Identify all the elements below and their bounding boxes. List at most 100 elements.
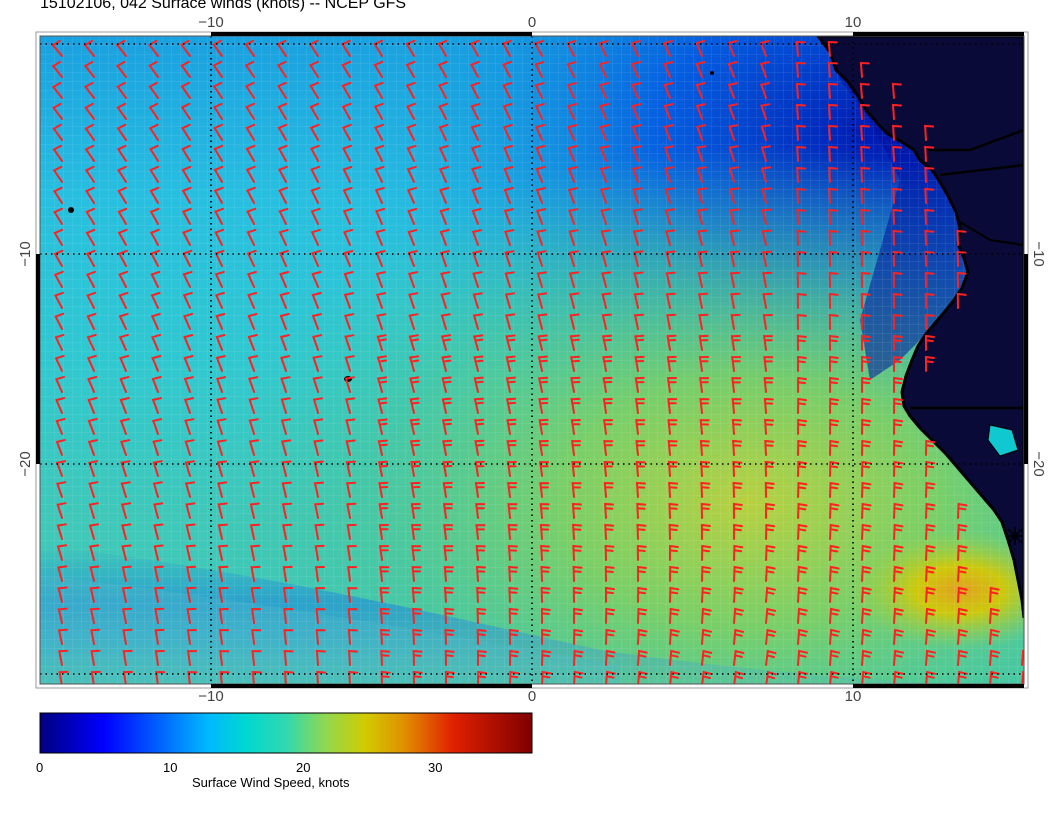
wind-barb [732,460,743,477]
wind-barb [535,123,546,141]
wind-barb [89,607,100,624]
lon-tick-top: −10 [198,14,223,31]
wind-barb [475,503,486,519]
wind-barb [212,60,223,78]
wind-barb [637,628,648,645]
wind-barb [185,502,196,519]
wind-barb [378,502,389,519]
wind-barb [637,586,648,603]
wind-barb [151,333,162,351]
wind-barb [181,186,192,204]
wind-barb [604,523,615,540]
wind-barb [153,586,165,603]
wind-barb [572,565,583,582]
wind-barb [669,544,679,561]
wind-barb [924,334,935,351]
wind-barb [633,313,645,330]
wind-barb [405,39,416,57]
wind-barb [797,460,808,477]
wind-barb [412,670,423,684]
wind-barb [89,586,100,603]
wind-barb [412,649,423,666]
wind-barb [602,355,613,372]
wind-barb [278,249,289,267]
wind-barb [185,565,197,582]
wind-barb [796,208,807,225]
wind-barb [507,482,518,498]
wind-barb [52,165,63,183]
wind-barb [150,312,161,330]
wind-barb [666,377,677,393]
wind-barb [925,523,936,540]
wind-barb [729,250,740,267]
wind-barb [216,397,227,414]
wind-barb [828,145,839,162]
wind-barb [602,398,613,414]
wind-barb [697,250,708,267]
wind-barb [502,60,513,78]
wind-barb [180,39,191,57]
wind-barb [669,649,680,666]
wind-barb [571,461,582,477]
wind-barb [601,271,612,288]
wind-barb [84,102,95,120]
wind-barb [310,165,321,183]
wind-barb [445,670,455,684]
wind-barb [154,628,165,645]
wind-barb [376,355,388,372]
wind-barb [409,418,420,435]
wind-barb [568,208,579,225]
wind-barb [797,418,808,435]
wind-barb [989,586,1000,603]
wind-barb [829,544,840,561]
wind-barb [345,481,357,498]
wind-barb [924,124,935,141]
wind-barb [859,82,870,99]
wind-barb [504,229,515,246]
wind-barb [411,586,422,603]
wind-barb [280,376,291,393]
wind-barb [731,356,742,372]
wind-barb [184,460,195,477]
wind-barb [406,186,417,204]
wind-barb [183,334,194,351]
wind-barb [731,418,742,435]
wind-barb [117,249,128,267]
wind-barb [250,565,261,582]
wind-barb [893,628,904,645]
wind-barb [471,229,482,246]
wind-barb [698,334,709,351]
wind-barb [406,165,417,183]
wind-barb [859,61,870,78]
wind-barb [374,123,384,141]
wind-barb [248,376,259,393]
wind-barb [379,607,390,624]
wind-barb [151,418,163,435]
wind-barb [154,650,165,666]
wind-barb [569,292,580,309]
wind-barb [760,166,772,183]
wind-barb [764,439,775,456]
wind-barb [119,397,130,414]
wind-barb [247,334,258,351]
wind-barb [600,208,611,225]
lat-tick-right: −10 [1030,241,1047,266]
wind-barb [214,228,225,246]
wind-barb [246,228,257,246]
wind-barb [377,460,389,477]
wind-barb [151,397,162,414]
wind-barb [570,397,581,414]
wind-barb [599,103,610,120]
wind-barb [249,502,260,519]
wind-barb [728,166,739,183]
wind-barb [509,670,520,684]
wind-barb [727,61,738,78]
wind-barb [251,629,262,645]
wind-barb [891,103,902,120]
wind-barb [406,102,416,120]
wind-barb [215,355,226,372]
wind-barb [506,461,517,477]
wind-barb [376,313,387,330]
wind-barb [407,208,418,225]
wind-barb [57,565,68,582]
